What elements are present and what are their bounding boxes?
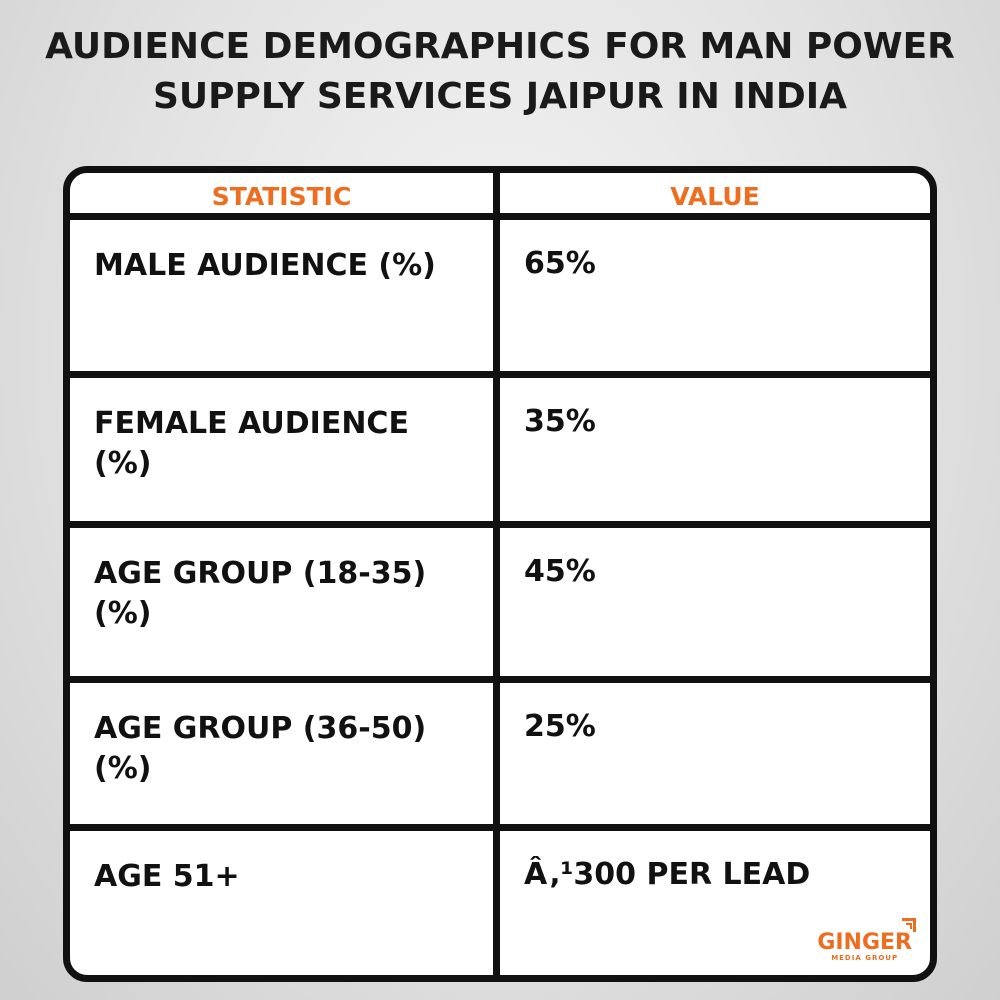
ginger-logo: GINGER MEDIA GROUP [817, 918, 916, 963]
header-value: VALUE [500, 173, 930, 220]
logo-tagline: MEDIA GROUP [831, 954, 899, 962]
header-statistic: STATISTIC [70, 173, 500, 220]
row-age-18-35-value: 45% [500, 528, 930, 683]
row-age-18-35-statistic: AGE GROUP (18-35) (%) [70, 528, 500, 683]
row-age-51-value-text: Â‚¹300 PER LEAD [524, 857, 811, 892]
row-female-statistic: FEMALE AUDIENCE (%) [70, 378, 500, 528]
row-female-value: 35% [500, 378, 930, 528]
row-age-51-value: Â‚¹300 PER LEAD GINGER MEDIA GROUP [500, 831, 930, 975]
logo-name: GINGER [817, 930, 912, 955]
demographics-table: STATISTIC VALUE MALE AUDIENCE (%) 65% FE… [63, 166, 937, 982]
row-male-value: 65% [500, 220, 930, 378]
row-age-51-statistic: AGE 51+ [70, 831, 500, 975]
row-age-36-50-value: 25% [500, 683, 930, 831]
row-age-36-50-statistic: AGE GROUP (36-50) (%) [70, 683, 500, 831]
title-line-1: AUDIENCE DEMOGRAPHICS FOR MAN POWER [45, 26, 955, 67]
row-male-statistic: MALE AUDIENCE (%) [70, 220, 500, 378]
page-title: AUDIENCE DEMOGRAPHICS FOR MAN POWER SUPP… [0, 22, 1000, 122]
title-line-2: SUPPLY SERVICES JAIPUR IN INDIA [152, 76, 848, 117]
logo-mark-icon [902, 918, 916, 932]
